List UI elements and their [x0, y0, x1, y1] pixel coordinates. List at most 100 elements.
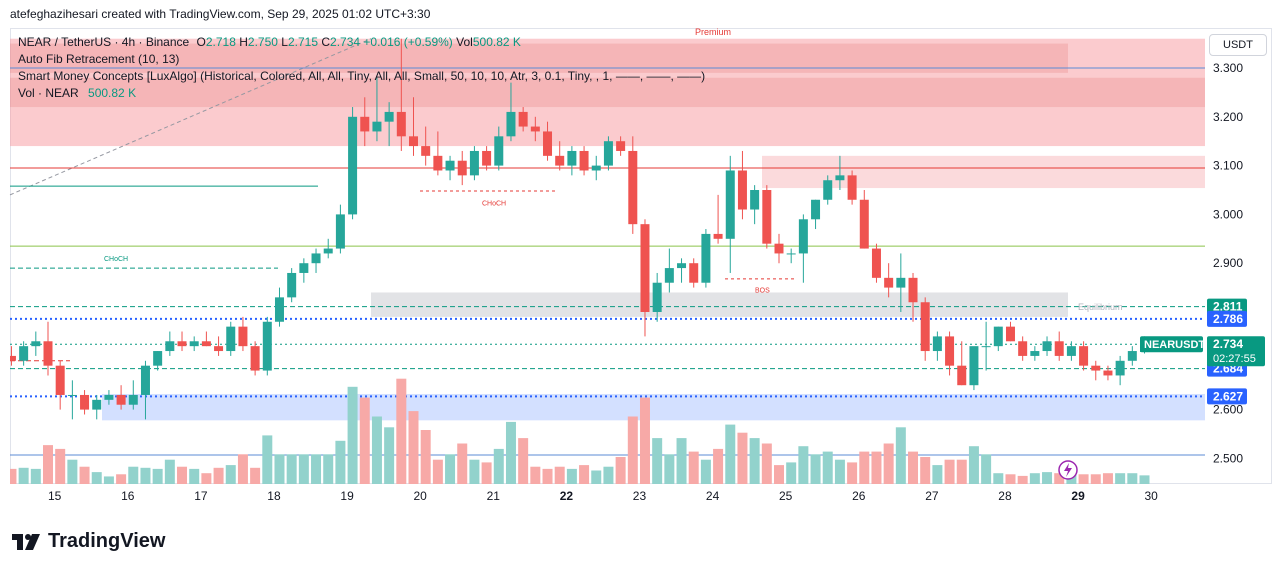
candle-body	[335, 214, 345, 249]
x-tick-label: 16	[121, 489, 135, 503]
candle-body	[871, 248, 881, 278]
volume-bar	[822, 451, 833, 484]
volume-bar	[505, 421, 516, 484]
supply-zone	[762, 155, 1205, 189]
x-tick-label: 22	[560, 489, 574, 503]
candle-body	[932, 336, 942, 352]
volume-bar	[920, 457, 931, 484]
candle-body	[482, 150, 492, 166]
countdown-text: 02:27:55	[1213, 353, 1256, 365]
open-value: 2.718	[205, 35, 236, 49]
volume-bar	[652, 438, 663, 484]
candle-body	[713, 233, 723, 239]
x-tick-label: 15	[48, 489, 62, 503]
indicator-vol-legend[interactable]: Vol · NEAR 500.82 K	[18, 86, 136, 100]
volume-bar	[627, 416, 638, 484]
candle-body	[957, 365, 967, 386]
volume-bar	[420, 430, 431, 484]
indicator-fib-legend[interactable]: Auto Fib Retracement (10, 13)	[18, 52, 180, 66]
bos-label: BOS	[755, 287, 770, 294]
price-badge-2.811	[1207, 298, 1247, 315]
candle-body	[494, 136, 504, 166]
volume-bar	[883, 443, 894, 484]
x-tick-label: 18	[267, 489, 281, 503]
candle-body	[128, 394, 138, 405]
lightning-icon-bolt	[1064, 463, 1072, 477]
volume-bar	[591, 470, 602, 484]
candle-body	[445, 160, 455, 171]
volume-bar	[871, 451, 882, 484]
volume-bar	[834, 459, 845, 484]
volume-bar	[493, 448, 504, 484]
candle-body	[80, 394, 90, 410]
candle-body	[19, 346, 29, 361]
symbol-price-tag	[1140, 336, 1203, 353]
close-value: 2.734	[330, 35, 361, 49]
volume-bar	[639, 397, 650, 484]
current-price-badge	[1207, 336, 1265, 367]
candle-body	[945, 336, 955, 366]
close-label: C	[321, 35, 331, 49]
candle-body	[1054, 341, 1064, 356]
symbol-price-tag-text: NEARUSDT	[1144, 339, 1205, 351]
volume-bar	[688, 451, 699, 484]
equilibrium-zone	[371, 292, 1068, 317]
symbol-legend[interactable]: NEAR / TetherUS · 4h · Binance O2.718 H2…	[18, 35, 521, 49]
x-tick-label: 19	[340, 489, 354, 503]
candle-body	[457, 160, 467, 176]
volume-bar	[895, 427, 906, 484]
volume-bar	[30, 468, 41, 484]
volume-bar	[140, 467, 151, 484]
x-tick-label: 17	[194, 489, 208, 503]
volume-bar	[786, 462, 797, 484]
candle-body	[189, 341, 199, 347]
volume-bar	[469, 459, 480, 484]
candle-body	[1127, 351, 1137, 361]
vol-value: 500.82 K	[472, 35, 521, 49]
x-tick-label: 20	[414, 489, 428, 503]
volume-bar	[700, 459, 711, 484]
volume-bar	[1054, 473, 1065, 484]
open-label: O	[196, 35, 206, 49]
candle-body	[579, 150, 589, 171]
volume-bar	[859, 451, 870, 484]
candle-body	[896, 277, 906, 288]
candle-body	[737, 170, 747, 210]
volume-bar	[189, 468, 200, 484]
price-badge-text: 2.786	[1213, 312, 1243, 326]
candle-body	[104, 394, 114, 400]
candle-body	[214, 346, 224, 352]
indicator-smc-legend[interactable]: Smart Money Concepts [LuxAlgo] (Historic…	[18, 69, 706, 83]
series-group	[10, 38, 1150, 484]
vol-label: Vol	[456, 35, 473, 49]
volume-bar	[55, 448, 66, 484]
tradingview-logo[interactable]: TradingView	[12, 530, 165, 553]
volume-bar	[737, 432, 748, 484]
volume-bar	[542, 468, 553, 484]
symbol-title[interactable]: NEAR / TetherUS · 4h · Binance	[18, 35, 190, 49]
currency-button[interactable]: USDT	[1209, 34, 1267, 56]
candle-body	[323, 248, 333, 254]
premium-label: Premium	[695, 27, 731, 37]
volume-bar	[1115, 473, 1126, 484]
x-tick-label: 23	[633, 489, 647, 503]
candle-body	[262, 321, 272, 371]
volume-bar	[384, 427, 395, 484]
volume-bar	[530, 466, 541, 484]
candle-body	[55, 365, 65, 395]
candle-body	[201, 341, 211, 347]
candle-body	[920, 302, 930, 352]
candle-body	[993, 326, 1003, 347]
volume-bar	[798, 446, 809, 484]
volume-bar	[10, 468, 17, 484]
volume-bar	[1078, 474, 1089, 484]
volume-bar	[116, 474, 127, 484]
candle-body	[555, 155, 565, 166]
volume-bar	[250, 467, 261, 484]
volume-bar	[1029, 473, 1040, 484]
volume-bar	[908, 451, 919, 484]
volume-bar	[103, 476, 114, 484]
volume-bar	[335, 440, 346, 484]
candle-body	[372, 121, 382, 132]
